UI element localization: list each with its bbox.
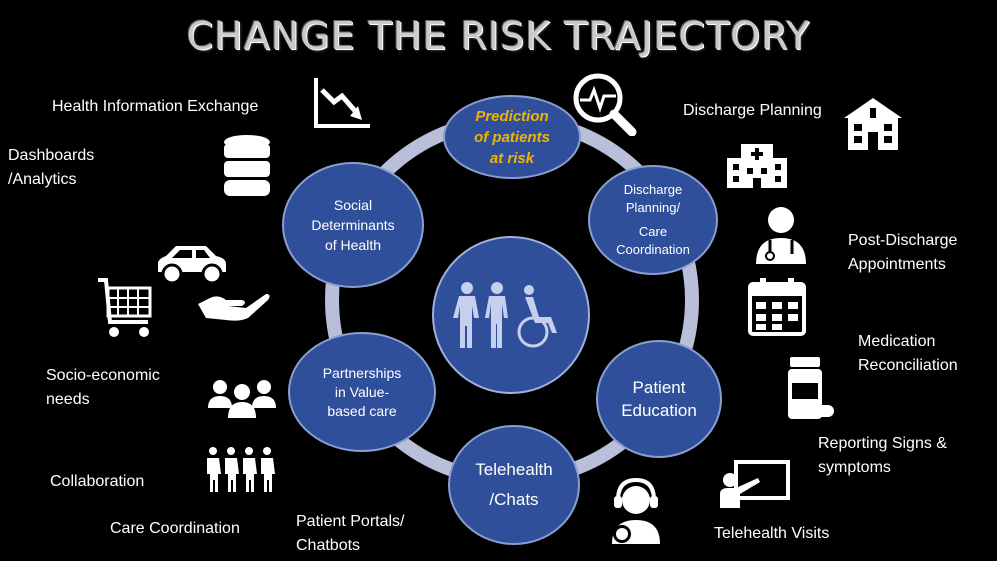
doctor-icon [756,207,806,264]
calendar-icon [748,278,806,336]
label-telehealth-visits: Telehealth Visits [714,525,830,542]
label-post-discharge-line: Post-Discharge [848,232,958,249]
label-dashboards-line: Dashboards [8,147,95,164]
hand-icon [198,294,270,321]
node-prediction-line: at risk [489,149,535,167]
node-discharge: Discharge Planning/ Care Coordination [588,165,718,275]
node-prediction: Prediction of patients at risk [443,95,581,179]
label-collaboration: Collaboration [50,473,145,490]
declining-chart-icon [314,78,370,128]
node-discharge-line: Discharge [623,182,683,197]
database-icon [224,135,270,196]
node-partnerships-line: based care [327,402,397,419]
label-reporting: Reporting Signs & symptoms [818,432,947,480]
people-row-icon [207,447,275,492]
node-partnerships: Partnerships in Value- based care [288,332,436,452]
label-portals-line: Patient Portals/ [296,513,405,530]
node-education-line: Education [621,401,697,420]
label-post-discharge: Post-Discharge Appointments [848,229,957,277]
family-wheelchair-icon [453,282,557,348]
clinic-icon [727,144,787,188]
label-portals-line: Chatbots [296,537,361,554]
node-telehealth-line: Telehealth [475,460,553,479]
node-social-line: Determinants [311,217,395,233]
label-medication: Medication Reconciliation [858,330,958,378]
label-portals: Patient Portals/ Chatbots [296,510,405,558]
teacher-board-icon [720,460,790,508]
label-medication-line: Medication [858,333,936,350]
label-dashboards: Dashboards /Analytics [8,144,94,192]
label-reporting-line: symptoms [818,459,891,476]
node-social-line: Social [333,197,373,213]
node-partnerships-line: in Value- [334,383,390,400]
magnifier-heartbeat-icon [573,73,637,136]
pill-bottle-icon [788,357,834,419]
label-care-coordination: Care Coordination [110,520,240,537]
node-discharge-line: Coordination [616,242,690,257]
label-medication-line: Reconciliation [858,357,958,374]
node-partnerships-line: Partnerships [322,364,402,381]
node-prediction-line: of patients [474,128,550,146]
node-prediction-line: Prediction [475,107,549,125]
group-icon [208,380,276,418]
node-education: Patient Education [596,340,722,458]
label-socio: Socio-economic needs [46,364,160,412]
label-socio-line: Socio-economic [46,367,160,384]
shopping-cart-icon [98,278,152,337]
center-node [432,236,590,394]
label-post-discharge-line: Appointments [848,256,946,273]
label-discharge-planning: Discharge Planning [683,102,822,119]
node-social-line: of Health [324,237,382,253]
node-telehealth-line: /Chats [489,490,539,509]
node-telehealth: Telehealth /Chats [448,425,580,545]
node-education-line: Patient [632,378,686,397]
hospital-icon [844,98,902,150]
label-reporting-line: Reporting Signs & [818,435,947,452]
page-title: CHANGE THE RISK TRAJECTORY [186,14,811,58]
node-social: Social Determinants of Health [282,162,424,288]
label-hie: Health Information Exchange [52,98,259,115]
node-discharge-line: Planning/ [625,200,681,215]
car-icon [158,246,226,285]
node-discharge-line: Care [638,224,668,239]
label-socio-line: needs [46,391,90,408]
headset-agent-icon [612,478,660,544]
label-dashboards-line: /Analytics [8,171,77,188]
